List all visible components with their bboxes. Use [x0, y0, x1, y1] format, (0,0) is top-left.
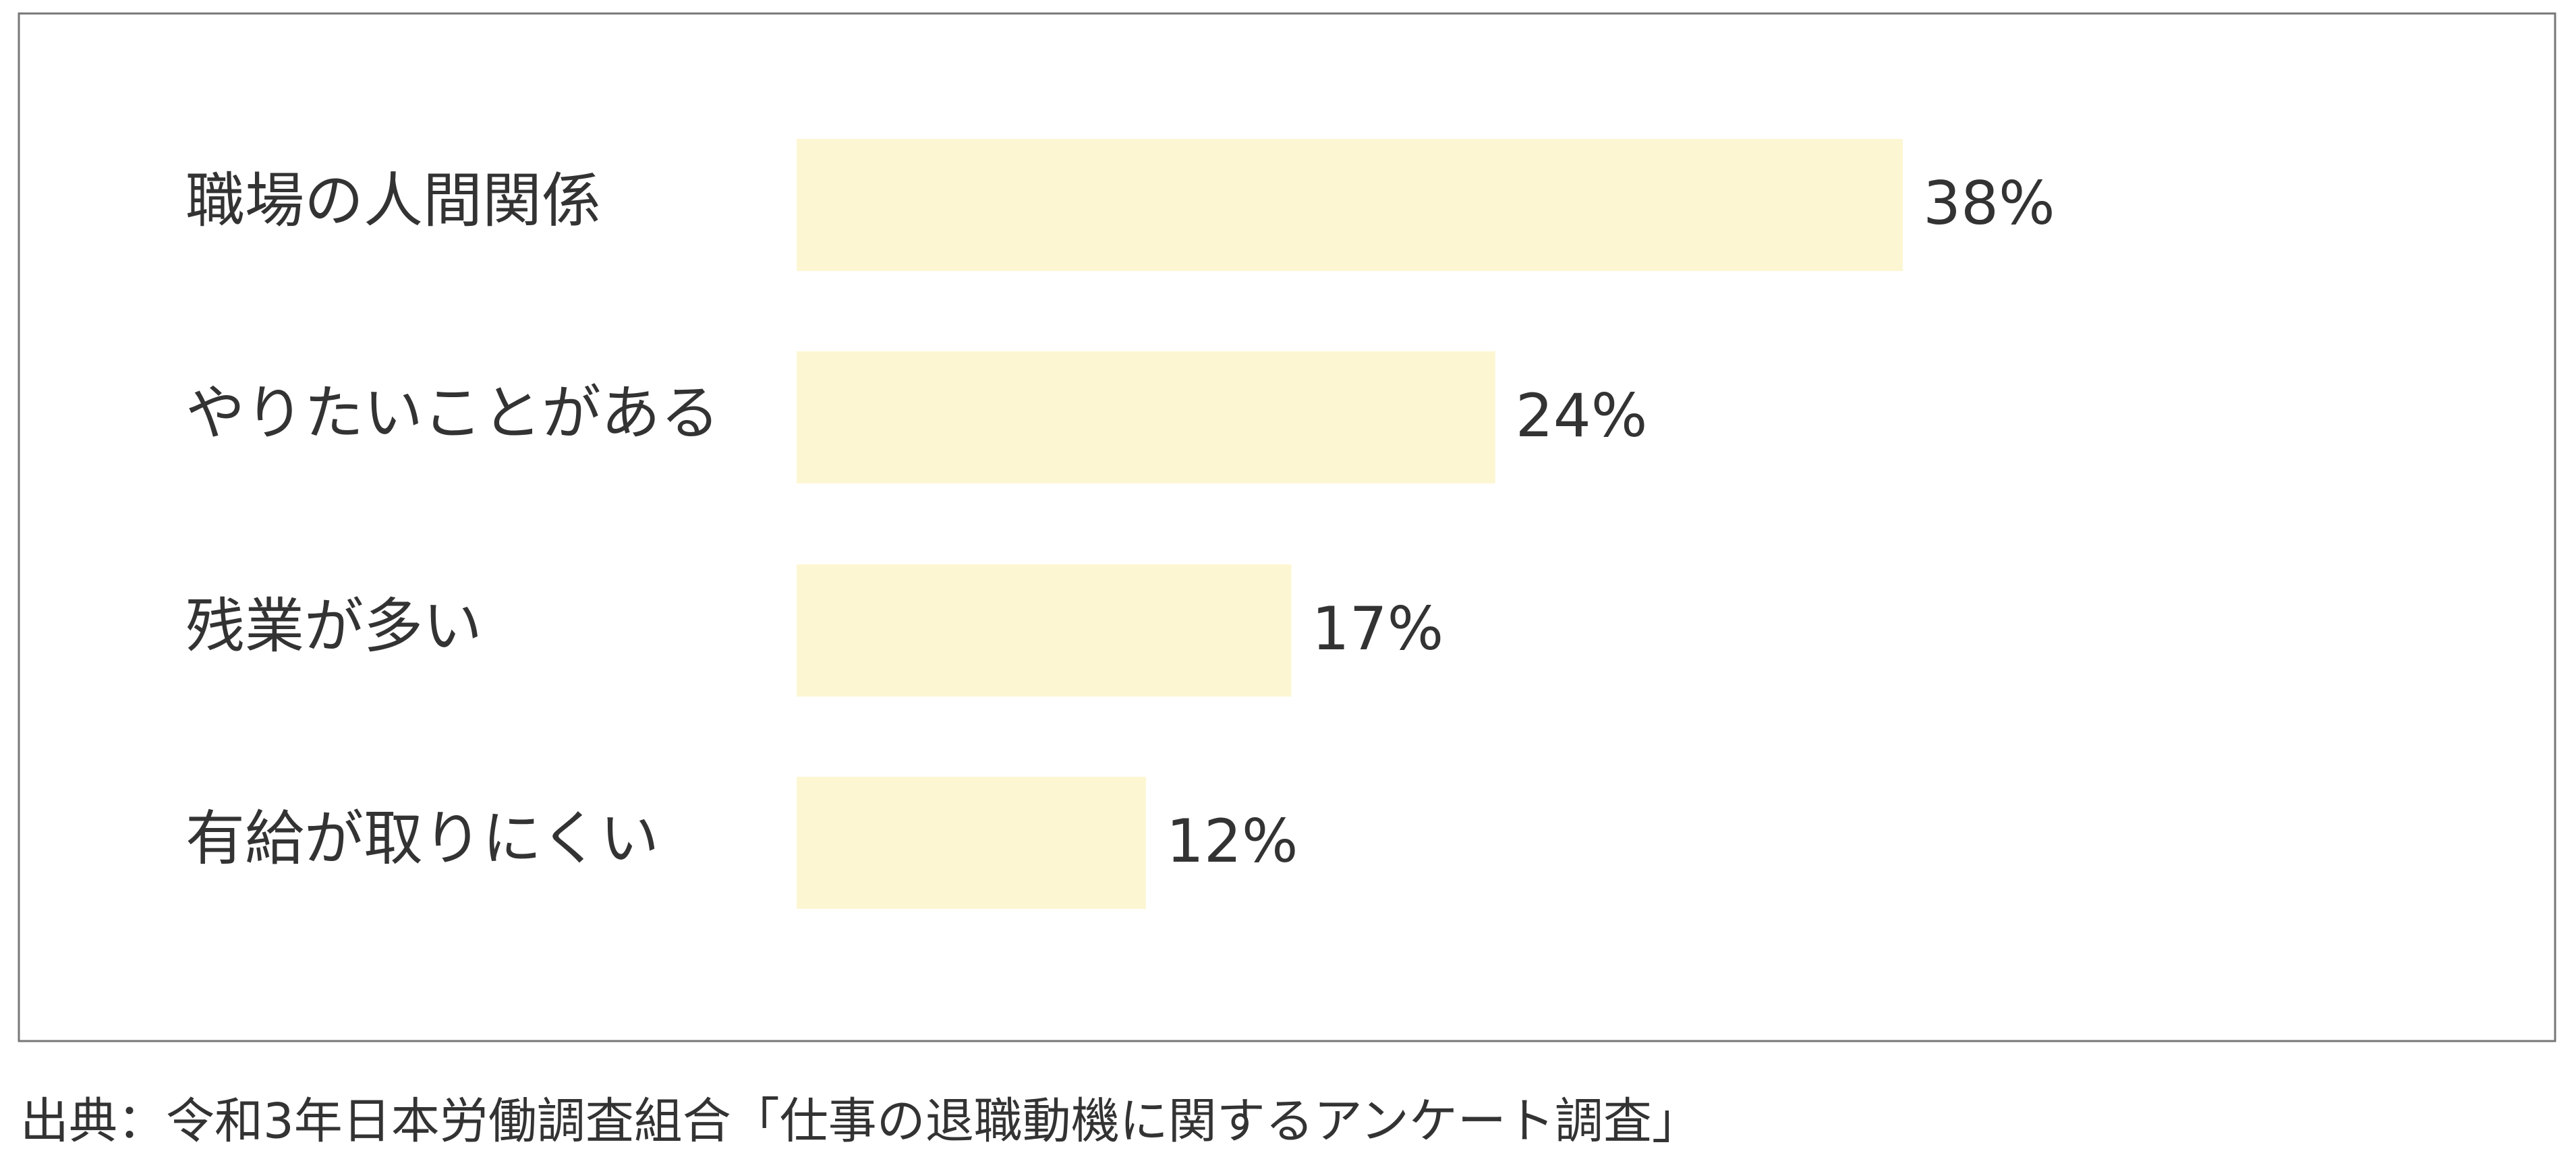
- bar: [797, 564, 1292, 697]
- bar: [797, 351, 1495, 483]
- bar: [797, 139, 1903, 271]
- category-label: やりたいことがある: [185, 378, 720, 448]
- value-label: 38%: [1923, 169, 2055, 238]
- source-note: 出典：令和3年日本労働調査組合「仕事の退職動機に関するアンケート調査」: [20, 1093, 1700, 1150]
- category-label: 有給が取りにくい: [185, 804, 659, 873]
- bar: [797, 777, 1146, 909]
- value-label: 17%: [1312, 594, 1444, 663]
- value-label: 12%: [1166, 806, 1298, 876]
- category-label: 残業が多い: [185, 591, 482, 661]
- value-label: 24%: [1516, 381, 1648, 450]
- category-label: 職場の人間関係: [185, 166, 601, 235]
